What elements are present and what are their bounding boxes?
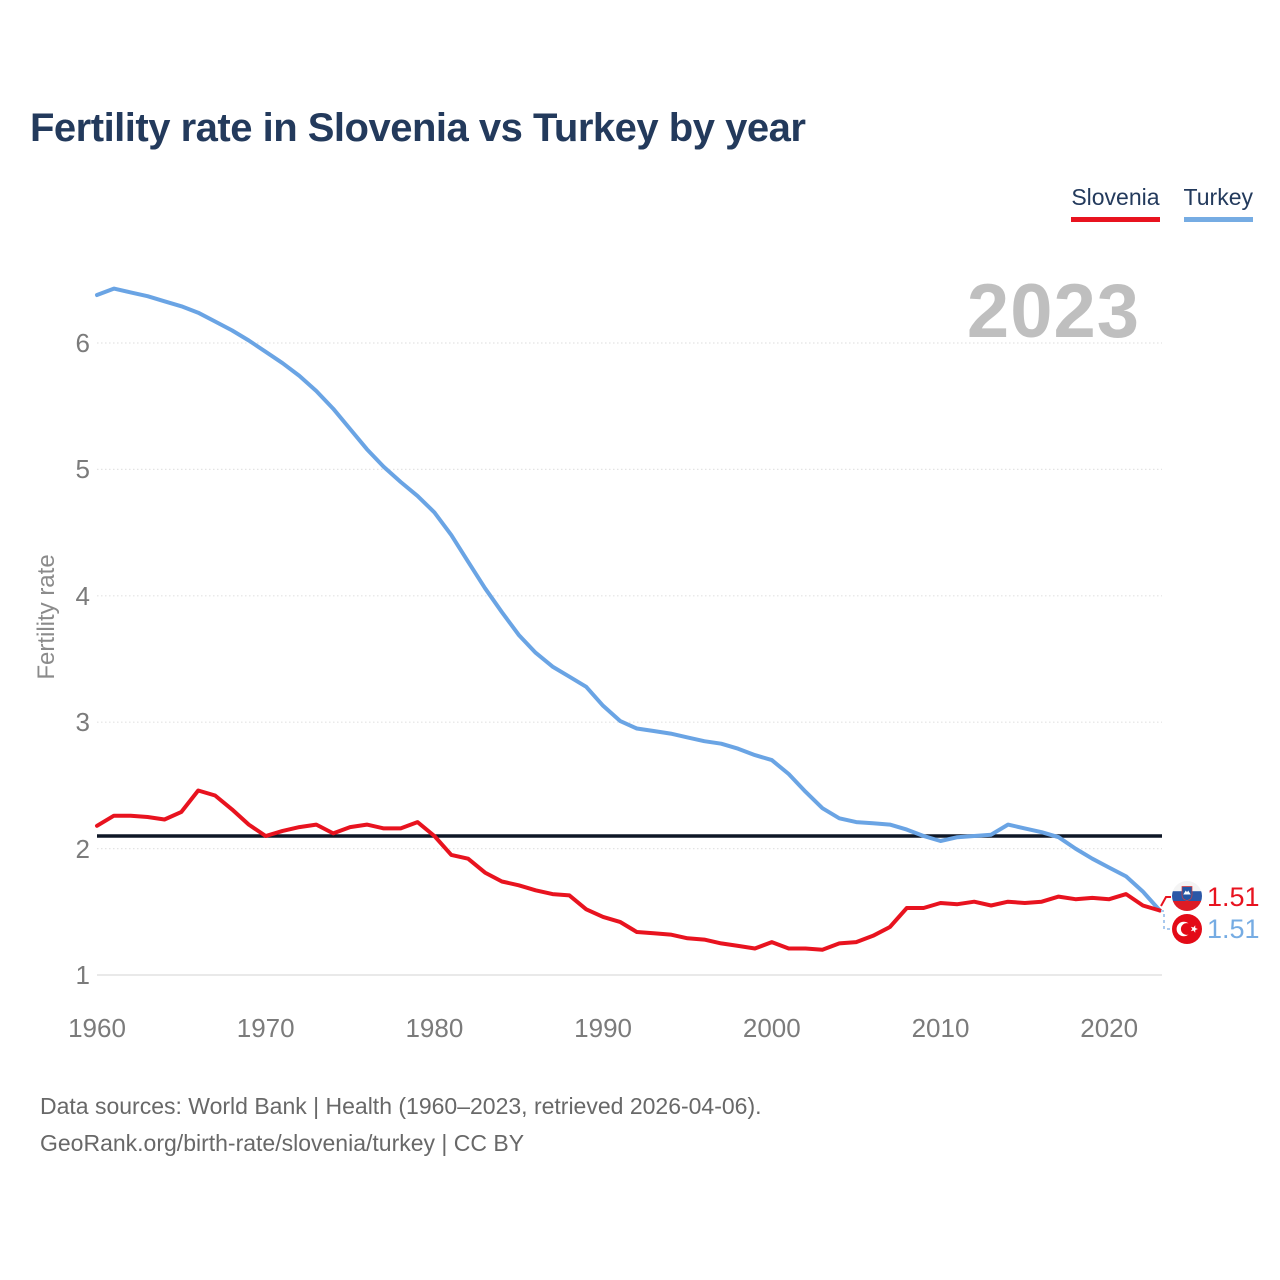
x-tick-label: 2020: [1080, 1013, 1139, 1043]
page-title: Fertility rate in Slovenia vs Turkey by …: [30, 106, 806, 150]
legend-item-slovenia[interactable]: Slovenia: [1071, 184, 1160, 222]
legend-item-turkey[interactable]: Turkey: [1183, 184, 1253, 222]
x-tick-label: 2010: [911, 1013, 970, 1043]
x-tick-label: 1970: [236, 1013, 295, 1043]
data-series: [95, 286, 1162, 952]
legend: Slovenia Turkey: [1071, 184, 1253, 222]
gridlines: [97, 342, 1162, 976]
x-tick-label: 1990: [574, 1013, 633, 1043]
slovenia-label-connector: [1160, 896, 1171, 907]
y-tick-label: 2: [75, 833, 90, 864]
turkey-flag-icon: [1172, 914, 1202, 944]
turkey-label-connector: [1161, 910, 1171, 930]
y-tick-label: 1: [75, 960, 90, 990]
turkey-end-value: 1.51: [1207, 914, 1260, 944]
series-line-slovenia: [95, 788, 1162, 952]
x-tick-label: 1980: [405, 1013, 464, 1043]
x-tick-label: 1960: [68, 1013, 126, 1043]
slovenia-end-value: 1.51: [1207, 882, 1260, 912]
footer: Data sources: World Bank | Health (1960–…: [40, 1088, 762, 1162]
series-line-turkey: [95, 286, 1162, 913]
footer-source-line: Data sources: World Bank | Health (1960–…: [40, 1093, 762, 1119]
y-tick-label: 3: [75, 707, 90, 738]
y-tick-label: 4: [75, 580, 90, 611]
slovenia-flag-icon: [1172, 881, 1202, 911]
y-tick-label: 5: [75, 454, 90, 485]
footer-link-line: GeoRank.org/birth-rate/slovenia/turkey |…: [40, 1130, 525, 1156]
year-watermark: 2023: [966, 269, 1140, 354]
y-tick-label: 6: [75, 328, 90, 358]
x-tick-label: 2000: [742, 1013, 801, 1043]
